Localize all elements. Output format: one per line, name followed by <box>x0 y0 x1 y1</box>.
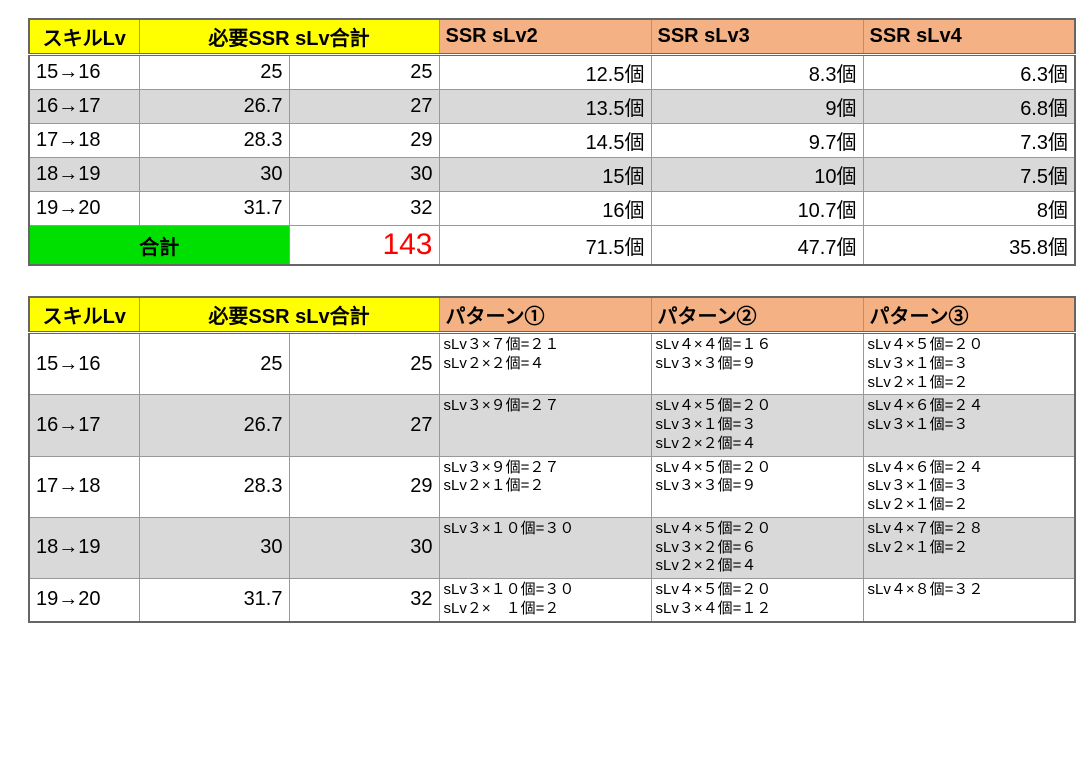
cell-slv2: 16個 <box>439 192 651 226</box>
hdr-req: 必要SSR sLv合計 <box>139 297 439 333</box>
cell-pattern1: sLv３×９個=２７ sLv２×１個=２ <box>439 456 651 517</box>
cell-pattern3: sLv４×８個=３２ <box>863 579 1075 622</box>
hdr-p1: パターン① <box>439 297 651 333</box>
cell-req1: 28.3 <box>139 456 289 517</box>
cell-slv4: 6.8個 <box>863 90 1075 124</box>
table-patterns: スキルLv 必要SSR sLv合計 パターン① パターン② パターン③ 15→1… <box>28 296 1076 623</box>
cell-req2: 27 <box>289 90 439 124</box>
cell-slv4: 8個 <box>863 192 1075 226</box>
cell-req2: 27 <box>289 395 439 456</box>
cell-req2: 29 <box>289 456 439 517</box>
table-row: 16→1726.727sLv３×９個=２７sLv４×５個=２０ sLv３×１個=… <box>29 395 1075 456</box>
table-row: 16→1726.72713.5個9個6.8個 <box>29 90 1075 124</box>
cell-lv: 17→18 <box>29 456 139 517</box>
cell-slv4: 7.3個 <box>863 124 1075 158</box>
cell-req2: 30 <box>289 158 439 192</box>
cell-req1: 30 <box>139 158 289 192</box>
header-row: スキルLv 必要SSR sLv合計 SSR sLv2 SSR sLv3 SSR … <box>29 19 1075 55</box>
cell-lv: 19→20 <box>29 192 139 226</box>
cell-slv2: 13.5個 <box>439 90 651 124</box>
table-row: 19→2031.73216個10.7個8個 <box>29 192 1075 226</box>
total-slv2: 71.5個 <box>439 226 651 266</box>
cell-pattern2: sLv４×５個=２０ sLv３×２個=６ sLv２×２個=４ <box>651 517 863 578</box>
cell-pattern1: sLv３×１０個=３０ sLv２× １個=２ <box>439 579 651 622</box>
cell-req1: 25 <box>139 55 289 90</box>
cell-pattern2: sLv４×５個=２０ sLv３×４個=１２ <box>651 579 863 622</box>
cell-lv: 18→19 <box>29 158 139 192</box>
hdr-slv3: SSR sLv3 <box>651 19 863 55</box>
total-slv4: 35.8個 <box>863 226 1075 266</box>
table-row: 17→1828.32914.5個9.7個7.3個 <box>29 124 1075 158</box>
cell-pattern3: sLv４×６個=２４ sLv３×１個=３ <box>863 395 1075 456</box>
cell-req2: 30 <box>289 517 439 578</box>
header-row: スキルLv 必要SSR sLv合計 パターン① パターン② パターン③ <box>29 297 1075 333</box>
cell-pattern1: sLv３×１０個=３０ <box>439 517 651 578</box>
table-row: 17→1828.329sLv３×９個=２７ sLv２×１個=２sLv４×５個=２… <box>29 456 1075 517</box>
cell-lv: 16→17 <box>29 395 139 456</box>
cell-req1: 28.3 <box>139 124 289 158</box>
cell-req1: 31.7 <box>139 579 289 622</box>
cell-req1: 26.7 <box>139 395 289 456</box>
cell-req1: 25 <box>139 333 289 395</box>
total-row: 合計 143 71.5個 47.7個 35.8個 <box>29 226 1075 266</box>
cell-req1: 31.7 <box>139 192 289 226</box>
cell-lv: 17→18 <box>29 124 139 158</box>
cell-req2: 32 <box>289 579 439 622</box>
table-row: 19→2031.732sLv３×１０個=３０ sLv２× １個=２sLv４×５個… <box>29 579 1075 622</box>
total-slv3: 47.7個 <box>651 226 863 266</box>
cell-req2: 29 <box>289 124 439 158</box>
cell-lv: 19→20 <box>29 579 139 622</box>
cell-slv4: 6.3個 <box>863 55 1075 90</box>
hdr-slv2: SSR sLv2 <box>439 19 651 55</box>
cell-slv3: 10.7個 <box>651 192 863 226</box>
cell-pattern2: sLv４×５個=２０ sLv３×３個=９ <box>651 456 863 517</box>
cell-pattern3: sLv４×６個=２４ sLv３×１個=３ sLv２×１個=２ <box>863 456 1075 517</box>
table-ssr-count: スキルLv 必要SSR sLv合計 SSR sLv2 SSR sLv3 SSR … <box>28 18 1076 266</box>
cell-req2: 32 <box>289 192 439 226</box>
cell-req2: 25 <box>289 333 439 395</box>
cell-slv3: 9個 <box>651 90 863 124</box>
cell-slv3: 10個 <box>651 158 863 192</box>
cell-lv: 18→19 <box>29 517 139 578</box>
cell-pattern3: sLv４×７個=２８ sLv２×１個=２ <box>863 517 1075 578</box>
table-row: 15→16252512.5個8.3個6.3個 <box>29 55 1075 90</box>
hdr-req: 必要SSR sLv合計 <box>139 19 439 55</box>
cell-slv2: 14.5個 <box>439 124 651 158</box>
table-row: 18→19303015個10個7.5個 <box>29 158 1075 192</box>
cell-req1: 30 <box>139 517 289 578</box>
hdr-slv4: SSR sLv4 <box>863 19 1075 55</box>
cell-slv2: 15個 <box>439 158 651 192</box>
cell-pattern2: sLv４×５個=２０ sLv３×１個=３ sLv２×２個=４ <box>651 395 863 456</box>
cell-lv: 15→16 <box>29 333 139 395</box>
cell-lv: 16→17 <box>29 90 139 124</box>
table-row: 15→162525sLv３×７個=２１ sLv２×２個=４sLv４×４個=１６ … <box>29 333 1075 395</box>
cell-pattern2: sLv４×４個=１６ sLv３×３個=９ <box>651 333 863 395</box>
cell-pattern1: sLv３×９個=２７ <box>439 395 651 456</box>
hdr-skill: スキルLv <box>29 19 139 55</box>
cell-slv4: 7.5個 <box>863 158 1075 192</box>
hdr-p2: パターン② <box>651 297 863 333</box>
cell-req2: 25 <box>289 55 439 90</box>
total-value: 143 <box>289 226 439 266</box>
cell-pattern1: sLv３×７個=２１ sLv２×２個=４ <box>439 333 651 395</box>
cell-lv: 15→16 <box>29 55 139 90</box>
cell-slv2: 12.5個 <box>439 55 651 90</box>
total-label: 合計 <box>29 226 289 266</box>
hdr-p3: パターン③ <box>863 297 1075 333</box>
cell-slv3: 8.3個 <box>651 55 863 90</box>
table-row: 18→193030sLv３×１０個=３０sLv４×５個=２０ sLv３×２個=６… <box>29 517 1075 578</box>
hdr-skill: スキルLv <box>29 297 139 333</box>
cell-slv3: 9.7個 <box>651 124 863 158</box>
cell-req1: 26.7 <box>139 90 289 124</box>
cell-pattern3: sLv４×５個=２０ sLv３×１個=３ sLv２×１個=２ <box>863 333 1075 395</box>
